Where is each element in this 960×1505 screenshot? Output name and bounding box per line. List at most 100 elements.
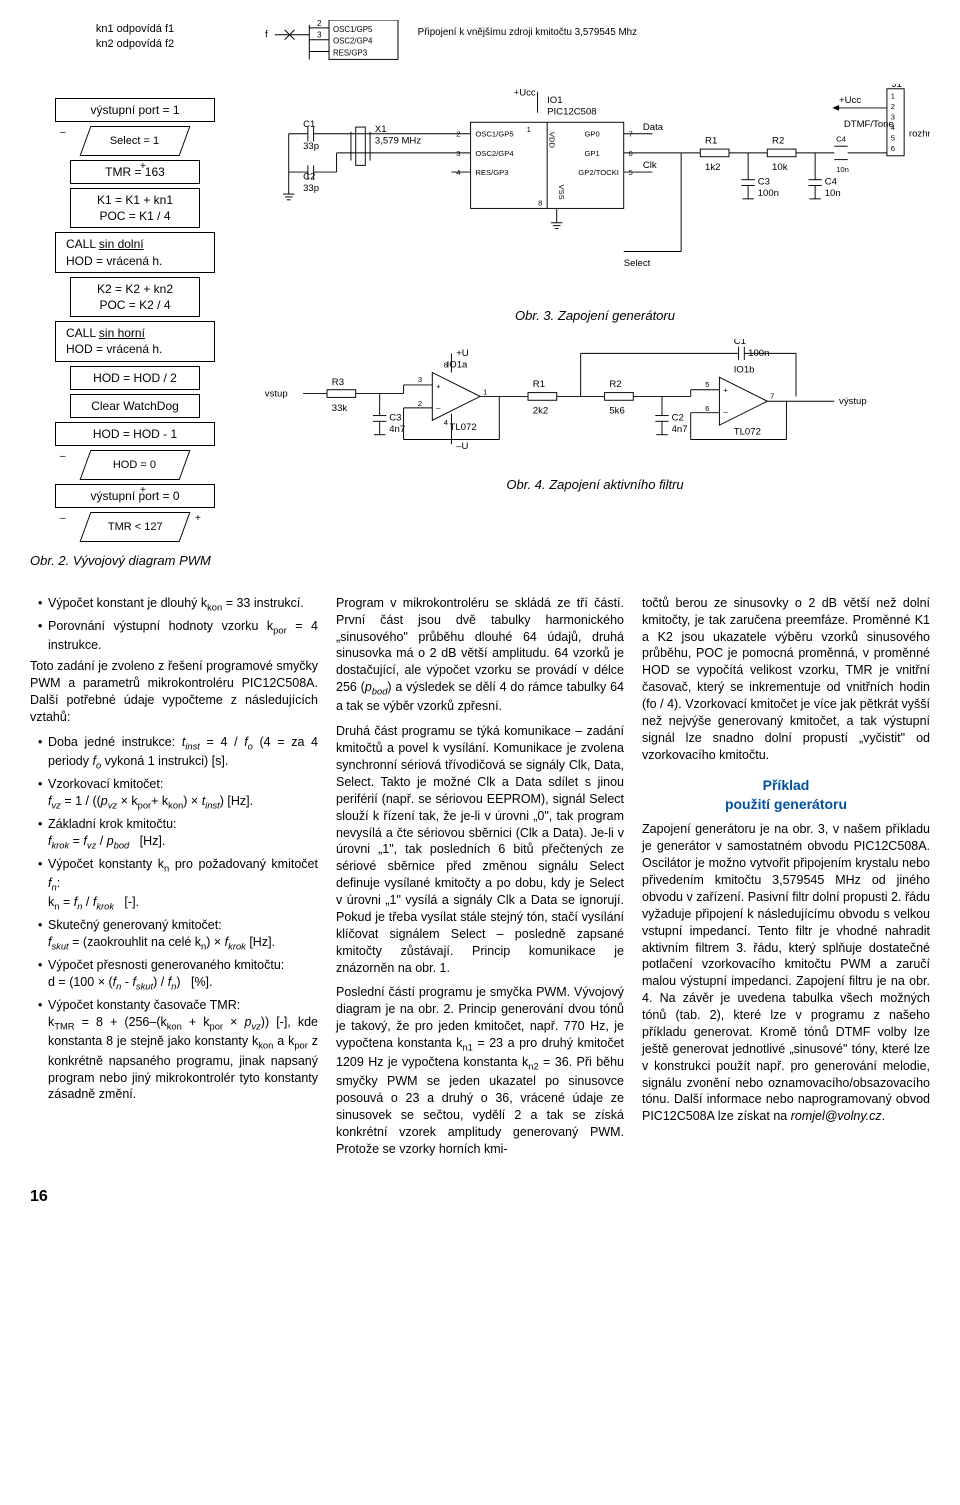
column-2: Program v mikrokontroléru se skládá ze t… [336,595,624,1166]
svg-text:33k: 33k [332,403,348,414]
svg-text:4n7: 4n7 [389,424,405,435]
svg-text:C3: C3 [758,176,770,187]
svg-text:C1: C1 [734,339,746,347]
svg-text:2k2: 2k2 [533,406,548,417]
flow-box-0: výstupní port = 1 [55,98,215,122]
flow-header: kn1 odpovídá f1 kn2 odpovídá f2 [30,22,240,52]
svg-text:Připojení k vnějšímu zdroji km: Připojení k vnějšímu zdroji kmitočtu 3,5… [418,27,637,38]
svg-text:–: – [436,403,441,412]
svg-text:4: 4 [444,418,449,427]
svg-text:VSS: VSS [557,184,566,199]
svg-text:Select: Select [624,258,651,269]
osc-header-schematic: f 2 3 OSC1/GP5 OSC2/GP4 RES/GP3 Připojen… [260,20,930,79]
flow-box-5: K2 = K2 + kn2 POC = K2 / 4 [70,277,200,317]
svg-text:RES/GP3: RES/GP3 [475,168,508,177]
svg-text:PIC12C508: PIC12C508 [547,106,596,117]
svg-text:R2: R2 [609,379,621,390]
section-title: Příkladpoužití generátoru [642,776,930,814]
svg-text:+Ucc: +Ucc [514,87,536,98]
svg-text:100n: 100n [758,188,779,199]
flow-box-2: TMR = 163 [70,160,200,184]
flow-box-4: CALL sin dolníHOD = vrácená h. [55,232,215,272]
svg-text:TL072: TL072 [450,422,477,433]
flow-diamond-hod: HOD = 0 [80,450,191,480]
svg-text:–U: –U [456,441,468,452]
svg-text:10n: 10n [825,188,841,199]
svg-text:33p: 33p [303,183,319,194]
svg-text:6: 6 [705,404,709,413]
svg-text:RES/GP3: RES/GP3 [333,48,368,57]
col3-para1: točtů berou ze sinusovky o 2 dB větší ne… [642,595,930,764]
svg-text:OSC1/GP5: OSC1/GP5 [475,129,513,138]
col3-para2: Zapojení generátoru je na obr. 3, v naše… [642,821,930,1125]
svg-text:4: 4 [891,123,896,132]
flow-box-3: K1 = K1 + kn1 POC = K1 / 4 [70,188,200,228]
svg-text:4n7: 4n7 [672,424,688,435]
svg-text:VDD: VDD [547,132,556,149]
svg-text:OSC1/GP5: OSC1/GP5 [333,25,373,34]
svg-text:+: + [436,382,441,391]
svg-text:GP2/TOCKI: GP2/TOCKI [578,168,619,177]
schematics-column: f 2 3 OSC1/GP5 OSC2/GP4 RES/GP3 Připojen… [260,20,930,580]
svg-text:vstup: vstup [265,389,288,400]
col1-bullet2: Skutečný generovaný kmitočet:fskut = (za… [38,917,318,953]
svg-text:7: 7 [770,392,774,401]
svg-text:R2: R2 [772,135,784,146]
svg-text:10k: 10k [772,162,788,173]
svg-text:OSC2/GP4: OSC2/GP4 [475,148,514,157]
svg-text:X1: X1 [375,124,387,135]
col1-bullet: Výpočet konstant je dlouhý kkon = 33 ins… [38,595,318,614]
fig2-caption: Obr. 2. Vývojový diagram PWM [30,552,240,570]
svg-text:8: 8 [538,198,542,207]
svg-text:5: 5 [891,133,895,142]
flow-box-11: výstupní port = 0 [55,484,215,508]
svg-text:DTMF/Tone: DTMF/Tone [844,119,894,130]
fig3-caption: Obr. 3. Zapojení generátoru [260,307,930,325]
svg-text:1: 1 [527,125,531,134]
column-3: točtů berou ze sinusovky o 2 dB větší ne… [642,595,930,1166]
svg-text:3: 3 [317,31,322,40]
flowchart-column: kn1 odpovídá f1 kn2 odpovídá f2 výstupní… [30,20,240,580]
svg-text:IO1a: IO1a [447,360,468,371]
fig4-caption: Obr. 4. Zapojení aktivního filtru [260,476,930,494]
svg-text:1: 1 [483,388,487,397]
svg-text:+: + [723,386,728,395]
col1-bullet2: Výpočet konstanty časovače TMR:kTMR = 8 … [38,997,318,1103]
page-number: 16 [30,1186,930,1208]
svg-text:3: 3 [418,375,422,384]
col1-bullet2: Výpočet konstanty kn pro požadovaný kmit… [38,856,318,913]
svg-text:C4: C4 [836,134,847,143]
col1-bullet2: Výpočet přesnosti generovaného kmitočtu:… [38,957,318,993]
svg-text:10n: 10n [836,165,849,174]
svg-text:5k6: 5k6 [609,406,624,417]
svg-text:2: 2 [418,399,422,408]
col2-para1: Program v mikrokontroléru se skládá ze t… [336,595,624,715]
svg-text:výstup: výstup [839,396,867,407]
column-1: Výpočet konstant je dlouhý kkon = 33 ins… [30,595,318,1166]
svg-text:+U: +U [456,349,469,360]
svg-text:R1: R1 [533,379,545,390]
col1-bullet2: Doba jedné instrukce: tinst = 4 / fo (4 … [38,734,318,772]
svg-text:GP1: GP1 [584,148,599,157]
svg-text:6: 6 [891,144,895,153]
flow-diamond-select: Select = 1 [80,126,191,156]
svg-text:C2: C2 [672,413,684,424]
flow-diamond-tmr: TMR < 127 [80,512,191,542]
svg-text:Clk: Clk [643,160,657,171]
flow-box-6: CALL sin horníHOD = vrácená h. [55,321,215,361]
svg-text:–: – [723,408,728,417]
svg-text:IO1b: IO1b [734,365,755,376]
svg-text:1: 1 [891,91,895,100]
svg-text:C3: C3 [389,413,401,424]
svg-text:f: f [265,30,268,41]
svg-text:Data: Data [643,122,664,133]
svg-text:2: 2 [317,20,321,28]
svg-text:3,579 MHz: 3,579 MHz [375,135,421,146]
svg-text:+Ucc: +Ucc [839,95,861,106]
svg-text:R3: R3 [332,377,344,388]
col2-para3: Poslední částí programu je smyčka PWM. V… [336,984,624,1157]
flow-box-8: Clear WatchDog [70,394,200,418]
fig3-schematic: +Ucc IO1 PIC12C508 2 OSC1/GP5 3 OSC2/GP4… [260,84,930,295]
svg-text:OSC2/GP4: OSC2/GP4 [333,37,373,46]
top-section: kn1 odpovídá f1 kn2 odpovídá f2 výstupní… [30,20,930,580]
